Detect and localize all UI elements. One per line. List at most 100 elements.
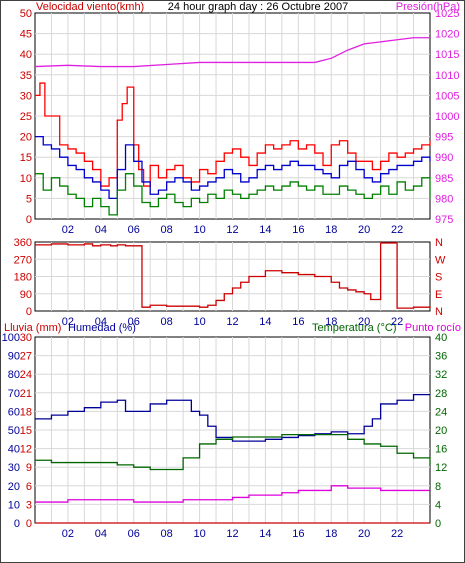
chart3-temperatura-label: Temperatura (°C): [312, 322, 396, 334]
chart2-left-tick: 0: [26, 306, 32, 318]
chart3-left-tick: 90: [8, 351, 20, 363]
chart1-left-tick: 15: [20, 152, 32, 164]
chart3-left-tick: 60: [8, 406, 20, 418]
chart2-x-tick: 18: [325, 316, 337, 328]
chart3-left-tick: 18: [20, 406, 32, 418]
chart2-left-tick: 180: [14, 272, 32, 284]
chart1-left-tick: 0: [26, 214, 32, 226]
chart2-x-tick: 10: [193, 316, 205, 328]
chart3-left-tick: 24: [20, 369, 32, 381]
chart1-series-0: [34, 37, 430, 68]
chart3-x-tick: 20: [358, 528, 370, 540]
chart3-left-tick: 0: [26, 518, 32, 530]
chart1-left-tick: 35: [20, 70, 32, 82]
chart3-lluvia-label: Lluvia (mm): [4, 322, 61, 334]
chart3-x-tick: 08: [161, 528, 173, 540]
chart3-left-tick: 20: [8, 481, 20, 493]
chart1-right-tick: 1025: [435, 8, 459, 20]
chart1-left-tick: 20: [20, 132, 32, 144]
chart3-x-tick: 02: [62, 528, 74, 540]
chart3-right-tick: 16: [435, 444, 447, 456]
chart2-compass-tick: N: [435, 237, 443, 249]
chart2-left-tick: 90: [20, 289, 32, 301]
chart2-left-tick: 360: [14, 237, 32, 249]
chart3-left-tick: 3: [26, 499, 32, 511]
chart2-compass-tick: E: [435, 289, 442, 301]
chart2-compass-tick: N: [435, 306, 443, 318]
chart2-x-tick: 22: [391, 316, 403, 328]
chart1-x-tick: 04: [95, 224, 107, 236]
chart2-x-tick: 16: [292, 316, 304, 328]
chart1-x-tick: 22: [391, 224, 403, 236]
chart3-x-tick: 04: [95, 528, 107, 540]
chart1-left-tick: 50: [20, 8, 32, 20]
chart3-right-tick: 24: [435, 406, 447, 418]
chart3-left-tick: 30: [8, 462, 20, 474]
chart1-left-tick: 45: [20, 29, 32, 41]
series-layer: [34, 37, 431, 524]
chart1-series-1: [35, 82, 431, 187]
chart2-x-tick: 14: [259, 316, 271, 328]
chart2-left-tick: 270: [14, 254, 32, 266]
chart3-x-tick: 22: [391, 528, 403, 540]
chart3-series-0: [35, 394, 430, 442]
chart1-x-tick: 18: [325, 224, 337, 236]
chart1-title: 24 hour graph day : 26 Octubre 2007: [168, 1, 348, 13]
chart1-right-tick: 1020: [435, 29, 459, 41]
chart1-left-tick: 30: [20, 90, 32, 102]
chart1-x-tick: 08: [161, 224, 173, 236]
chart1-x-tick: 06: [128, 224, 140, 236]
chart1-right-tick: 1010: [435, 70, 459, 82]
chart3-right-tick: 32: [435, 369, 447, 381]
chart3-right-tick: 8: [435, 481, 441, 493]
chart1-left-tick: 10: [20, 173, 32, 185]
chart1-left-tick: 40: [20, 49, 32, 61]
chart2-compass-tick: S: [435, 272, 442, 284]
chart3-right-tick: 28: [435, 388, 447, 400]
chart3-humedad-label: Humedad (%): [68, 322, 136, 334]
chart1-series-3: [35, 173, 431, 216]
chart3-left-tick: 50: [8, 425, 20, 437]
chart1-x-tick: 16: [292, 224, 304, 236]
chart3-right-tick: 36: [435, 351, 447, 363]
chart3-left-tick: 80: [8, 369, 20, 381]
chart3-rocio-label: Punto rocío: [405, 322, 461, 334]
chart3-x-tick: 12: [226, 528, 238, 540]
chart3-right-tick: 12: [435, 462, 447, 474]
chart3-x-tick: 16: [292, 528, 304, 540]
chart3-left-tick: 15: [20, 425, 32, 437]
chart3-right-tick: 4: [435, 499, 441, 511]
chart3-left-tick: 12: [20, 444, 32, 456]
chart2-x-tick: 08: [161, 316, 173, 328]
chart3-left-tick: 70: [8, 388, 20, 400]
chart1-x-tick: 02: [62, 224, 74, 236]
chart2-x-tick: 06: [128, 316, 140, 328]
chart3-x-tick: 10: [193, 528, 205, 540]
chart1-right-tick: 975: [435, 214, 453, 226]
chart1-right-axis-label: Presión(hPa): [396, 1, 460, 13]
tick-labels-layer: 0510152025303540455097598098599099510001…: [2, 8, 460, 540]
chart3-left-tick: 6: [26, 481, 32, 493]
chart1-right-tick: 1000: [435, 111, 459, 123]
chart1-right-tick: 995: [435, 132, 453, 144]
chart3-left-tick: 30: [20, 332, 32, 344]
chart3-left-tick: 27: [20, 351, 32, 363]
chart2-x-tick: 04: [95, 316, 107, 328]
chart1-x-tick: 14: [259, 224, 271, 236]
chart1-right-tick: 1015: [435, 49, 459, 61]
chart1-right-tick: 1005: [435, 90, 459, 102]
chart3-x-tick: 14: [259, 528, 271, 540]
chart1-left-tick: 5: [26, 193, 32, 205]
chart3-left-tick: 21: [20, 388, 32, 400]
chart3-series-2: [35, 485, 430, 503]
chart1-right-tick: 980: [435, 193, 453, 205]
chart3-x-tick: 18: [325, 528, 337, 540]
chart3-left-tick: 10: [8, 499, 20, 511]
chart1-left-tick: 25: [20, 111, 32, 123]
chart2-compass-tick: W: [435, 254, 446, 266]
chart3-series-1: [35, 434, 431, 471]
chart2-x-tick: 02: [62, 316, 74, 328]
chart2-x-tick: 20: [358, 316, 370, 328]
chart3-right-tick: 0: [435, 518, 441, 530]
